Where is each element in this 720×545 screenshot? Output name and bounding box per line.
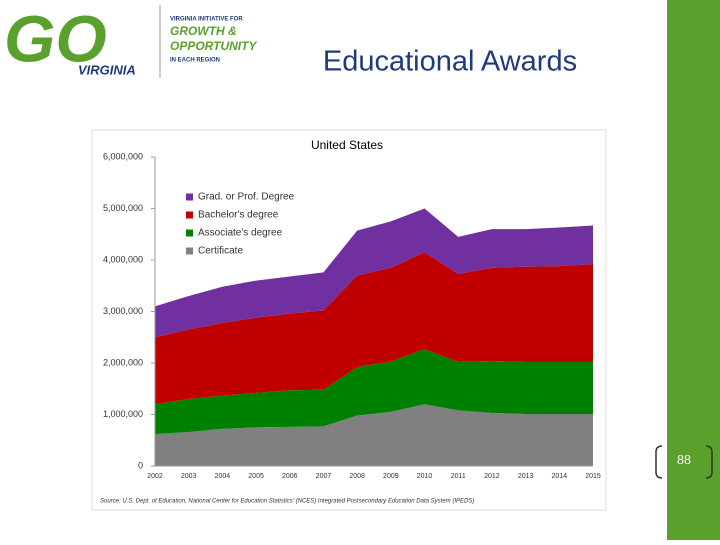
legend-label: Certificate (198, 246, 243, 257)
y-tick-label: 0 (138, 460, 143, 470)
logo-text: GROWTH & (170, 24, 237, 38)
area (155, 404, 593, 466)
y-tick-label: 2,000,000 (103, 357, 143, 367)
x-tick-label: 2014 (552, 473, 568, 480)
legend-label: Grad. or Prof. Degree (198, 192, 295, 203)
x-tick-label: 2011 (451, 473, 466, 480)
legend-label: Associate's degree (198, 228, 283, 239)
x-tick-label: 2007 (316, 473, 332, 480)
x-tick-label: 2004 (215, 473, 231, 480)
y-tick-label: 4,000,000 (103, 254, 143, 264)
logo-text: VIRGINIA INITIATIVE FOR (170, 17, 243, 23)
legend-swatch (186, 211, 193, 219)
legend-swatch (186, 247, 193, 255)
y-tick-label: 6,000,000 (103, 151, 143, 161)
logo-text: OPPORTUNITY (170, 39, 257, 53)
x-tick-label: 2005 (248, 473, 264, 480)
x-tick-label: 2015 (585, 473, 601, 480)
x-tick-label: 2003 (181, 473, 197, 480)
logo-text: IN EACH REGION (170, 58, 220, 64)
x-tick-label: 2010 (417, 473, 433, 480)
plot: 0 1,000,000 2,000,000 3,000,000 4,000,000 5,0… (103, 151, 601, 479)
area (155, 252, 593, 405)
y-tick-label: 5,000,000 (103, 203, 143, 213)
y-tick-label: 3,000,000 (103, 306, 143, 316)
x-tick-label: 2006 (282, 473, 298, 480)
logo-mark: GO (4, 1, 107, 75)
legend-swatch (186, 193, 193, 201)
chart-title: United States (311, 138, 383, 152)
page-number: 88 (677, 453, 691, 468)
bracket (655, 445, 663, 479)
x-tick-label: 2013 (518, 473, 534, 480)
area (155, 349, 593, 435)
x-tick-label: 2012 (484, 473, 500, 480)
y-tick-label: 1,000,000 (103, 409, 143, 419)
legend-swatch (186, 229, 193, 237)
slide-title: Educational Awards (323, 46, 577, 78)
bracket (705, 445, 713, 479)
source-note: Source: U.S. Dept. of Education, Nationa… (100, 499, 474, 505)
legend-label: Bachelor's degree (198, 210, 279, 221)
logo-state: VIRGINIA (78, 62, 136, 77)
area (155, 208, 593, 338)
x-tick-label: 2009 (383, 473, 399, 480)
x-tick-label: 2002 (147, 473, 163, 480)
x-tick-label: 2008 (349, 473, 365, 480)
